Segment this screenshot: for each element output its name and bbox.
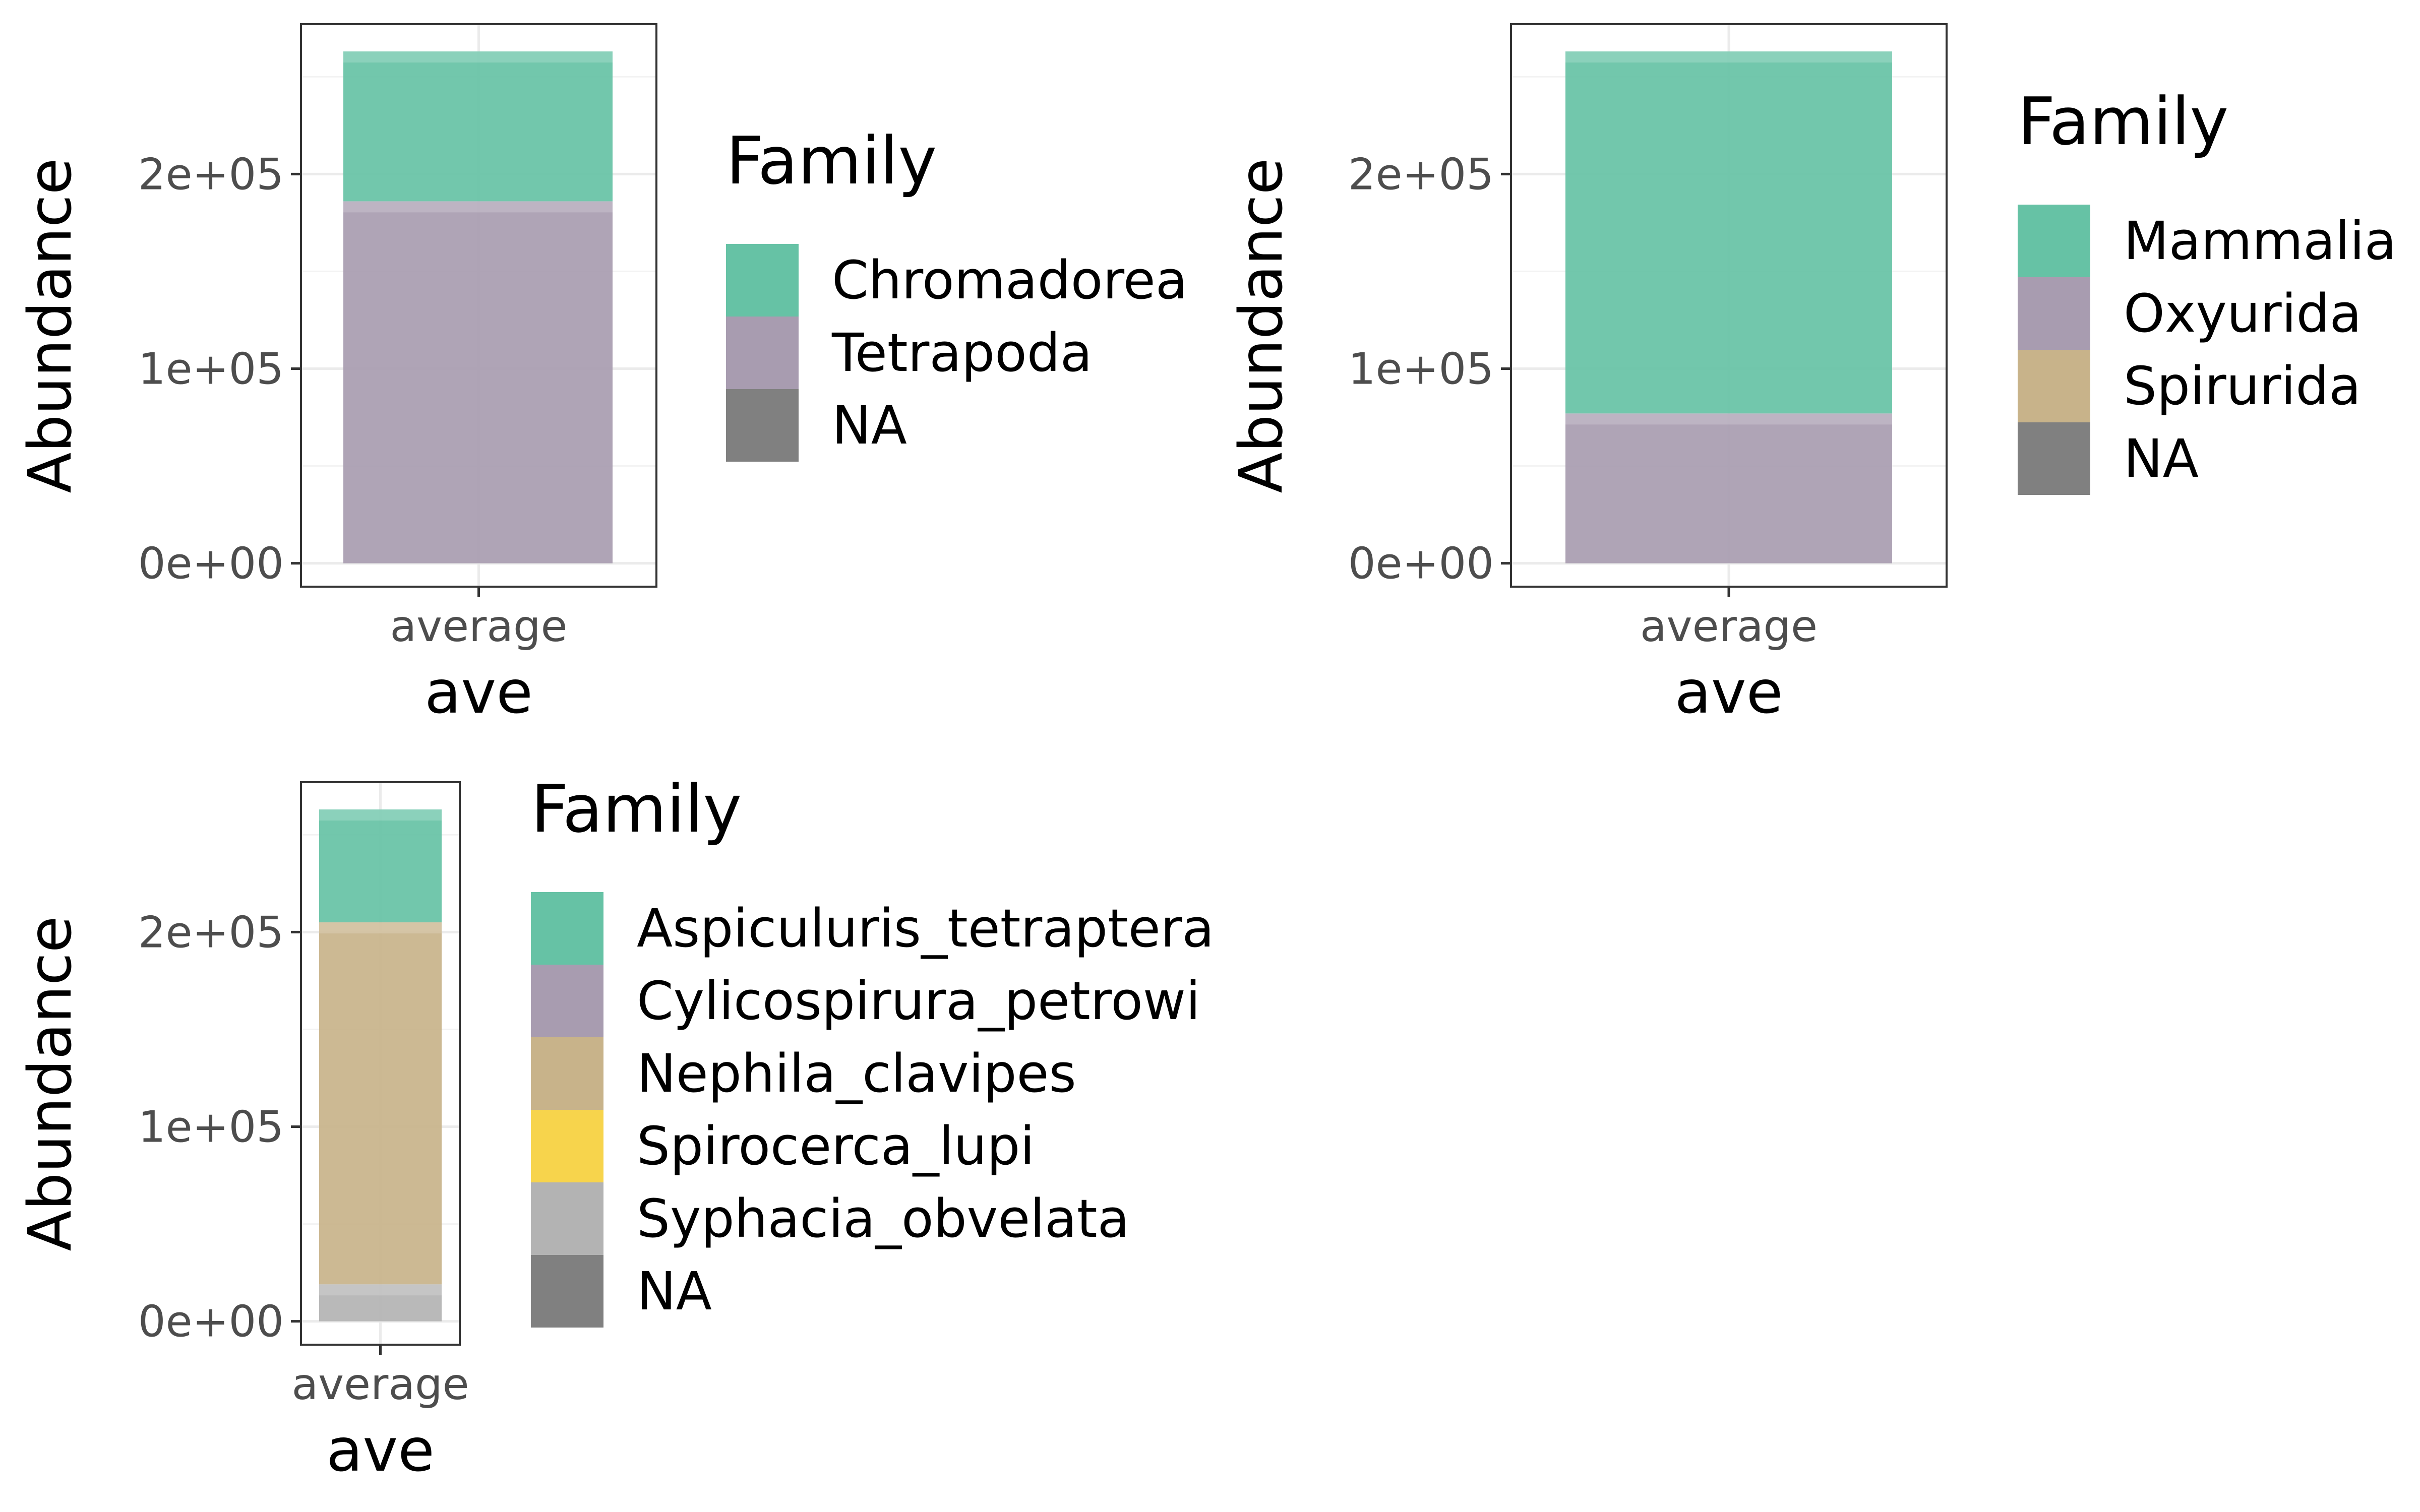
legend-key-syphacia-obvelata — [531, 1182, 603, 1255]
legend-key-na — [726, 389, 799, 462]
y-axis-title: Abundance — [15, 158, 85, 493]
legend-label: Tetrapoda — [831, 322, 1093, 384]
legend-label: Spirurida — [2124, 355, 2361, 417]
legend-key-aspiculuris-tetraptera — [531, 892, 603, 965]
legend-label: NA — [2124, 428, 2199, 489]
y-axis-title: Abundance — [15, 916, 85, 1251]
stacked-bar — [1565, 51, 1892, 563]
y-tick-label: 1e+05 — [138, 1102, 284, 1153]
legend-key-mammalia — [2018, 205, 2090, 277]
chart-panel-species: 0e+00 1e+05 2e+05 average ave Abundance Fa… — [15, 771, 1214, 1485]
y-tick-label: 1e+05 — [1348, 344, 1494, 395]
y-tick-label: 0e+00 — [138, 539, 284, 589]
y-tick-label: 2e+05 — [1348, 149, 1494, 200]
x-axis-title: ave — [326, 1415, 435, 1485]
stacked-bar — [319, 809, 442, 1321]
bar-segment-tetrapoda — [343, 201, 613, 563]
legend-label: Aspiculuris_tetraptera — [637, 898, 1214, 959]
axes: 0e+00 1e+05 2e+05 — [138, 149, 480, 597]
y-tick-label: 1e+05 — [138, 344, 284, 395]
legend-key-tetrapoda — [726, 317, 799, 389]
legend-key-na — [531, 1255, 603, 1328]
legend-label: Nephila_clavipes — [637, 1043, 1076, 1104]
chart-panel-chromadorea-tetrapoda: 0e+00 1e+05 2e+05 average ave Abundance Fa… — [15, 23, 1188, 727]
legend-key-nephila-clavipes — [531, 1037, 603, 1110]
bar-segment-syphacia-obvelata — [319, 1284, 442, 1321]
bar-segment-highlight — [319, 809, 442, 821]
x-axis-title: ave — [425, 657, 533, 727]
bar-segment-aspiculuris-tetraptera — [319, 809, 442, 923]
legend-label: Cylicospirura_petrowi — [637, 970, 1200, 1032]
legend-label: Mammalia — [2124, 210, 2396, 272]
bar-segment-highlight — [343, 51, 613, 63]
axes: 0e+00 1e+05 2e+05 — [138, 907, 382, 1355]
legend-label: Oxyurida — [2124, 283, 2362, 344]
legend-key-na — [2018, 422, 2090, 495]
legend-title: Family — [726, 122, 937, 199]
x-tick-label: average — [390, 601, 567, 652]
y-tick-label: 2e+05 — [138, 907, 284, 958]
x-tick-label: average — [1640, 601, 1818, 652]
bar-segment-highlight — [1565, 413, 1892, 425]
y-tick-label: 0e+00 — [138, 1297, 284, 1347]
bar-segment-highlight — [319, 922, 442, 934]
legend: Family Mammalia Oxyurida Spirurida NA — [2018, 83, 2396, 495]
bar-segment-mammalia — [1565, 51, 1892, 414]
legend-label: Spirocerca_lupi — [637, 1115, 1035, 1177]
bar-segment-highlight — [343, 201, 613, 213]
legend-title: Family — [2018, 83, 2228, 160]
bar-segment-highlight — [1565, 51, 1892, 63]
chart-panel-mammalia-oxyurida: 0e+00 1e+05 2e+05 average ave Abundance Fa… — [1226, 23, 2396, 727]
bar-segment-chromadorea — [343, 51, 613, 202]
y-axis-title: Abundance — [1226, 158, 1296, 493]
y-tick-label: 2e+05 — [138, 149, 284, 200]
legend: Family Chromadorea Tetrapoda NA — [726, 122, 1188, 462]
legend-label: NA — [637, 1261, 712, 1322]
y-tick-label: 0e+00 — [1348, 539, 1494, 589]
axes: 0e+00 1e+05 2e+05 — [1348, 149, 1730, 597]
legend-key-spirocerca-lupi — [531, 1110, 603, 1182]
legend-key-chromadorea — [726, 244, 799, 317]
legend-label: Syphacia_obvelata — [637, 1188, 1129, 1249]
legend-key-spirurida — [2018, 350, 2090, 422]
x-tick-label: average — [291, 1359, 469, 1410]
stacked-bar — [343, 51, 613, 563]
bar-segment-highlight — [319, 1284, 442, 1296]
legend-key-cylicospirura-petrowi — [531, 965, 603, 1037]
bar-segment-oxyurida — [1565, 413, 1892, 563]
legend-label: Chromadorea — [832, 249, 1188, 311]
legend-title: Family — [531, 771, 742, 847]
legend-key-oxyurida — [2018, 277, 2090, 350]
legend: Family Aspiculuris_tetraptera Cylicospiru… — [531, 771, 1214, 1328]
legend-label: NA — [832, 395, 907, 456]
x-axis-title: ave — [1675, 657, 1783, 727]
bar-segment-nephila-clavipes — [319, 922, 442, 1285]
